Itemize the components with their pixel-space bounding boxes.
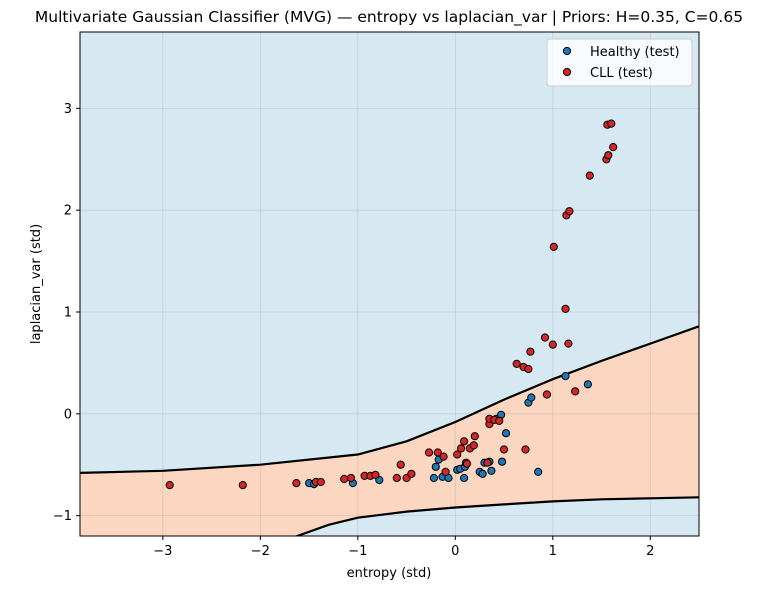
legend-marker-cll [562,67,572,77]
point-cll [526,347,535,356]
point-healthy [460,473,469,483]
point-cll [542,390,552,399]
point-cll [433,448,442,457]
point-healthy [561,372,570,381]
point-cll [549,242,558,251]
y-axis-label: laplacian_var (std) [29,224,44,344]
point-cll [392,473,401,483]
x-axis-label: entropy (std) [347,566,432,581]
y-tick-label: 2 [64,204,72,219]
point-cll [346,473,356,483]
legend-label-cll: CLL (test) [590,66,653,81]
point-healthy [478,469,487,478]
point-cll [292,479,301,488]
point-cll [316,477,325,487]
point-cll [371,470,380,479]
point-cll [396,460,405,469]
plot-area [80,32,699,536]
x-tick-label: −1 [348,544,367,559]
point-cll [499,445,509,454]
point-cll [469,441,478,450]
point-cll [165,481,174,490]
y-tick-label: −1 [53,509,72,524]
x-tick-label: 2 [646,544,654,559]
point-cll [460,437,469,446]
point-cll [470,432,479,441]
x-tick-label: 1 [549,544,557,559]
point-cll [238,481,247,490]
plot-frame [79,31,700,537]
legend-label-healthy: Healthy (test) [590,45,680,60]
point-healthy [487,466,496,475]
x-tick-label: −2 [251,544,270,559]
point-cll [441,467,450,476]
point-cll [540,333,550,342]
point-healthy [583,380,593,389]
point-cll [561,304,570,313]
y-axis-ticks: −1 0 1 2 3 [53,102,80,524]
point-healthy [429,473,438,483]
point-cll [604,151,613,160]
legend-marker-healthy [562,46,572,56]
y-tick-label: 0 [64,407,72,422]
point-cll [424,448,434,457]
point-cll [495,416,504,425]
point-cll [457,444,466,453]
legend: Healthy (test) CLL (test) [546,38,693,87]
point-cll [340,474,349,484]
x-axis-ticks: −3 −2 −1 0 1 2 [153,536,654,559]
point-cll [453,450,462,459]
point-cll [439,452,448,461]
x-tick-label: 0 [451,544,459,559]
point-cll [483,458,492,467]
decision-boundary-lower [294,496,699,536]
point-healthy [431,462,440,471]
point-cll [571,387,580,396]
y-tick-label: 3 [64,102,72,117]
point-healthy [501,429,511,438]
legend-box [546,38,693,87]
decision-boundary-upper [80,325,699,474]
point-healthy [534,467,543,476]
point-cll [524,364,533,374]
point-cll [521,445,530,454]
grid [80,32,699,536]
point-cll [512,359,521,368]
point-healthy [527,393,536,402]
point-cll [564,339,573,348]
cll-region [80,326,699,536]
y-tick-label: 1 [64,306,72,321]
series-cll [165,119,618,490]
point-cll [462,459,472,468]
point-cll [548,340,557,349]
scatter-points [165,119,618,490]
point-cll [585,171,594,180]
point-cll [607,119,616,128]
point-cll [407,469,416,478]
point-cll [565,207,574,216]
point-cll [609,143,618,152]
chart-title: Multivariate Gaussian Classifier (MVG) —… [35,8,743,27]
point-healthy [498,457,507,466]
x-tick-label: −3 [153,544,172,559]
